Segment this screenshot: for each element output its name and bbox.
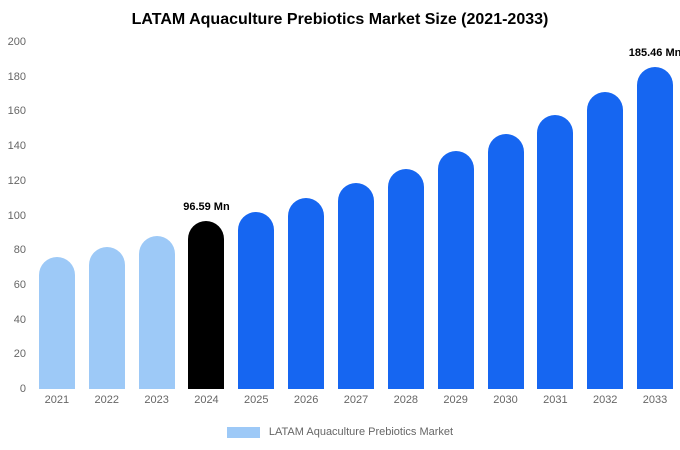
bar-column-2024: 96.59 Mn — [182, 42, 232, 389]
x-tick-label: 2029 — [443, 394, 468, 406]
y-tick-label: 200 — [7, 36, 26, 48]
bar-column-2029 — [431, 42, 481, 389]
bar-column-2030 — [481, 42, 531, 389]
x-tick-label: 2026 — [293, 394, 319, 406]
x-tick-label: 2024 — [194, 394, 219, 406]
bar-column-2027 — [331, 42, 381, 389]
plot-wrap: 0 20 40 60 80 100 120 140 160 180 200 96.59 Mn 185.… — [0, 36, 680, 395]
x-tick-label: 2028 — [393, 394, 419, 406]
bar-column-2022 — [82, 42, 132, 389]
legend-swatch-icon — [226, 426, 260, 438]
x-tick-label: 2033 — [642, 394, 668, 406]
bar-2022 — [88, 246, 125, 389]
bar-2033 — [637, 67, 674, 389]
chart-title: LATAM Aquaculture Prebiotics Market Size… — [131, 11, 549, 28]
y-tick-label: 80 — [13, 244, 26, 257]
bar-column-2025 — [231, 42, 281, 389]
x-tick-label: 2030 — [493, 394, 518, 406]
x-tick-label: 2022 — [94, 394, 119, 406]
y-axis: 0 20 40 60 80 100 120 140 160 180 200 — [0, 36, 32, 395]
bar-2025 — [238, 212, 275, 389]
bar-column-2032 — [580, 42, 630, 389]
bar-value-label-2033: 185.46 Mn — [628, 47, 680, 60]
y-tick-label: 60 — [13, 278, 26, 291]
legend: LATAM Aquaculture Prebiotics Market — [0, 425, 680, 439]
x-tick-label: 2023 — [144, 394, 169, 406]
x-tick-label: 2025 — [244, 394, 269, 406]
bar-2024 — [188, 221, 225, 389]
legend-label: LATAM Aquaculture Prebiotics Market — [268, 426, 454, 438]
y-tick-label: 160 — [7, 105, 26, 118]
bar-column-2023 — [132, 42, 182, 389]
bar-2030 — [487, 133, 524, 389]
plot-area: 96.59 Mn 185.46 Mn — [32, 42, 680, 389]
bar-2021 — [38, 257, 75, 389]
bar-2031 — [537, 114, 574, 389]
x-tick-label: 2027 — [343, 394, 369, 406]
bar-2029 — [437, 151, 474, 389]
y-tick-label: 20 — [13, 348, 26, 361]
bar-2032 — [587, 92, 624, 389]
bar-column-2033: 185.46 Mn — [628, 42, 680, 389]
x-tick-label: 2031 — [543, 394, 568, 406]
y-tick-label: 120 — [7, 174, 26, 187]
bar-2026 — [288, 198, 325, 389]
bar-column-2028 — [381, 42, 431, 389]
bar-value-label-2024: 96.59 Mn — [183, 201, 230, 214]
bar-column-2026 — [281, 42, 331, 389]
y-tick-label: 140 — [7, 140, 26, 153]
bar-column-2021 — [32, 42, 82, 389]
bar-2023 — [138, 236, 175, 389]
x-tick-label: 2021 — [44, 394, 70, 406]
bar-2027 — [337, 182, 374, 389]
y-tick-label: 40 — [13, 313, 26, 326]
x-axis: 2021 2022 2023 2024 2025 2026 2027 2028 2029 2030… — [32, 393, 680, 407]
bar-column-2031 — [530, 42, 580, 389]
y-tick-label: 0 — [19, 383, 26, 395]
bar-2028 — [387, 168, 424, 389]
y-tick-label: 180 — [7, 70, 26, 83]
x-tick-label: 2032 — [592, 394, 618, 406]
y-tick-label: 100 — [7, 209, 26, 222]
